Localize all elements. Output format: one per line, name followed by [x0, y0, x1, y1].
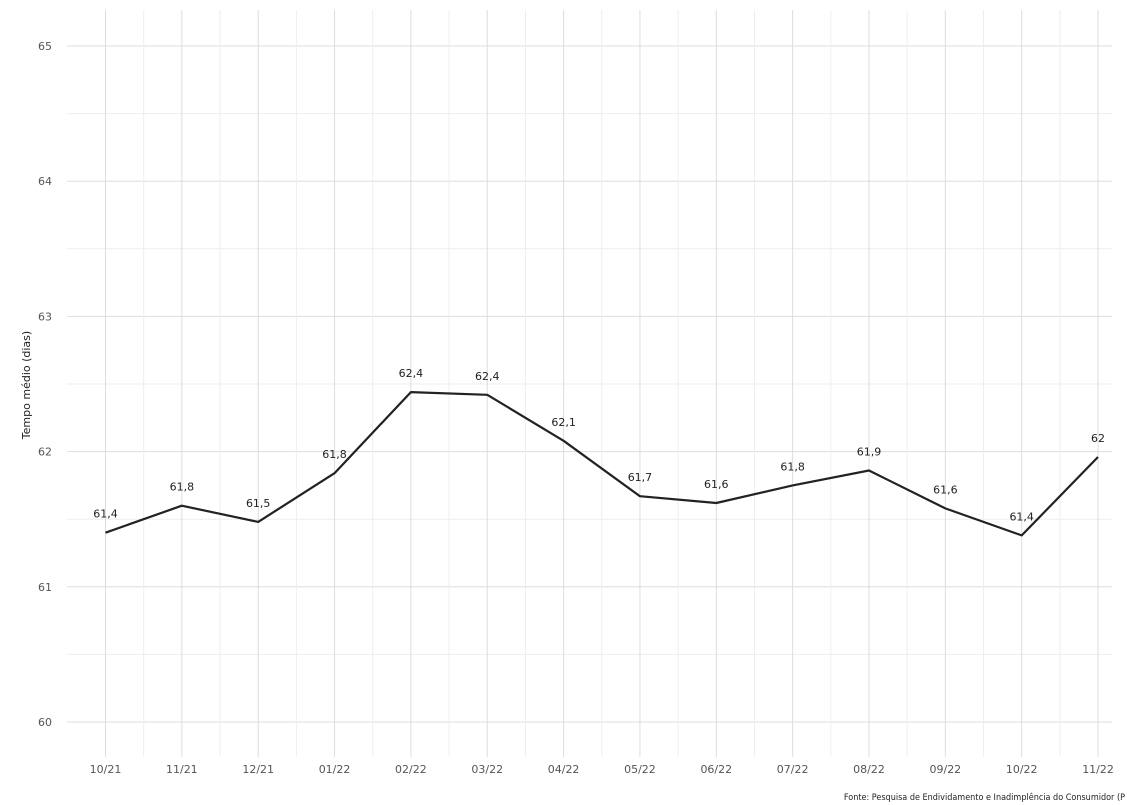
- data-label: 61,6: [933, 483, 958, 496]
- grid-lines: [67, 10, 1112, 757]
- series-line: [105, 391, 1099, 537]
- x-tick-label: 10/22: [1006, 763, 1038, 776]
- y-tick-label: 65: [38, 40, 52, 53]
- x-tick-label: 01/22: [319, 763, 351, 776]
- x-tick-label: 11/21: [166, 763, 198, 776]
- y-tick-label: 60: [38, 716, 52, 729]
- data-label: 61,6: [704, 478, 729, 491]
- y-tick-label: 64: [38, 175, 52, 188]
- data-label: 61,7: [628, 471, 653, 484]
- data-label: 61,8: [322, 448, 347, 461]
- x-tick-label: 02/22: [395, 763, 427, 776]
- data-label: 62,1: [551, 416, 576, 429]
- y-tick-label: 61: [38, 581, 52, 594]
- x-tick-label: 06/22: [700, 763, 732, 776]
- data-label: 61,5: [246, 497, 271, 510]
- y-tick-label: 63: [38, 310, 52, 323]
- x-tick-label: 10/21: [90, 763, 122, 776]
- data-label: 61,4: [93, 508, 118, 521]
- data-labels: 61,4 61,8 61,5 61,8 62,4 62,4 62,1 61,7 61,6 61,8…: [93, 367, 1105, 523]
- x-tick-label: 12/21: [242, 763, 274, 776]
- data-label: 62: [1091, 432, 1105, 445]
- data-label: 62,4: [399, 367, 424, 380]
- y-tick-label: 62: [38, 446, 52, 459]
- x-axis-ticks: 10/21 11/21 12/21 01/22 02/22 03/22 04/22 05/22…: [90, 763, 1114, 776]
- series-line-group: [105, 391, 1099, 537]
- x-tick-label: 08/22: [853, 763, 885, 776]
- x-tick-label: 03/22: [471, 763, 503, 776]
- x-tick-label: 05/22: [624, 763, 656, 776]
- x-tick-label: 07/22: [777, 763, 809, 776]
- data-label: 61,9: [857, 446, 882, 459]
- source-note: Fonte: Pesquisa de Endividamento e Inadi…: [844, 792, 1125, 803]
- data-label: 61,8: [170, 481, 195, 494]
- data-label: 62,4: [475, 370, 500, 383]
- data-label: 61,4: [1009, 510, 1034, 523]
- y-axis-label: Tempo médio (dias): [20, 331, 33, 440]
- x-tick-label: 04/22: [548, 763, 580, 776]
- y-axis-ticks: 60 61 62 63 64 65: [38, 40, 52, 729]
- data-label: 61,8: [780, 460, 805, 473]
- x-tick-label: 11/22: [1082, 763, 1114, 776]
- x-tick-label: 09/22: [929, 763, 961, 776]
